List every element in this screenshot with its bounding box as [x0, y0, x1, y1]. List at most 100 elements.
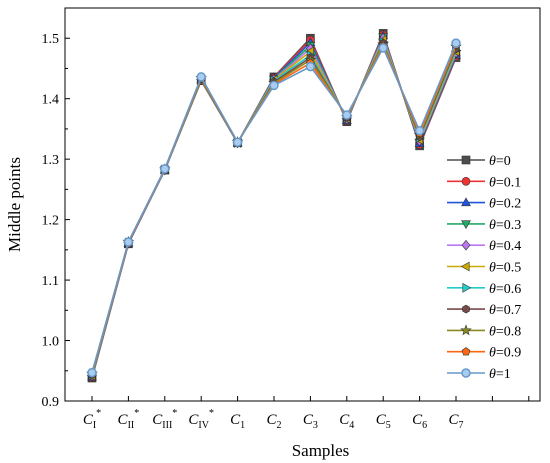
legend-value: =0.8: [496, 324, 521, 339]
legend-value: =0.9: [496, 346, 521, 361]
plot-border: [64, 7, 541, 402]
data-point: [342, 110, 352, 120]
data-point: [462, 282, 472, 293]
plot-frame: [64, 7, 541, 402]
x-tick-label-base: C: [83, 412, 94, 428]
x-tick-label-base: C: [376, 412, 387, 428]
legend-entry: θ=0.5: [447, 261, 521, 276]
x-tick-label-subscript: III: [162, 420, 172, 431]
x-tick-label-subscript: IV: [198, 420, 209, 431]
x-tick-label-superscript: *: [96, 408, 101, 419]
x-tick-label-subscript: 2: [277, 420, 282, 431]
legend-label: θ=0.2: [489, 197, 521, 212]
legend-label: θ=0.4: [489, 239, 521, 254]
x-tick-label: CII*: [118, 408, 140, 431]
legend-symbol: θ: [489, 303, 496, 318]
data-point: [87, 367, 97, 378]
legend-entry: θ=0.4: [447, 239, 521, 254]
x-tick-label-subscript: I: [93, 420, 96, 431]
data-point: [305, 61, 316, 72]
data-point: [460, 261, 470, 272]
legend-symbol: θ: [489, 218, 496, 233]
data-point: [269, 80, 279, 91]
data-point: [160, 164, 170, 174]
x-tick-label-superscript: *: [134, 408, 139, 419]
legend-entry: θ=0.7: [447, 303, 521, 318]
y-tick-label: 0.9: [42, 395, 60, 410]
y-tick-label: 1.3: [42, 153, 60, 168]
x-tick-label-subscript: 3: [313, 420, 318, 431]
x-axis: CI* CII* CIII* CIV* C1 C2 C3 C4 C5 C6 C7: [83, 396, 530, 431]
y-tick-label: 1.4: [42, 93, 60, 108]
x-tick-label-base: C: [188, 412, 199, 428]
data-point: [461, 177, 471, 186]
legend-value: =0.3: [496, 218, 521, 233]
legend-value: =0: [496, 154, 511, 169]
legend-symbol: θ: [489, 324, 496, 339]
x-tick-label: C2: [266, 412, 281, 431]
x-tick-label: C5: [376, 412, 391, 431]
series-10: [87, 38, 461, 378]
data-point: [460, 324, 472, 336]
legend-label: θ=0.3: [489, 218, 521, 233]
x-tick-label-base: C: [339, 412, 350, 428]
x-tick-label: C6: [412, 412, 427, 431]
x-tick-label-subscript: II: [128, 420, 135, 431]
legend-label: θ=0.6: [489, 282, 521, 297]
data-point: [461, 368, 471, 378]
x-tick-label: C7: [448, 412, 463, 431]
x-tick-label: C4: [339, 412, 354, 431]
y-axis-title: Middle points: [5, 157, 24, 252]
legend-entry: θ=0.9: [447, 346, 521, 361]
legend-symbol: θ: [489, 261, 496, 276]
legend-label: θ=0: [489, 154, 511, 169]
x-tick-label-base: C: [118, 412, 129, 428]
x-tick-label-base: C: [412, 412, 423, 428]
data-point: [461, 197, 471, 207]
legend-symbol: θ: [489, 346, 496, 361]
legend-label: θ=0.5: [489, 261, 521, 276]
y-tick-label: 1.2: [42, 214, 60, 229]
legend-label: θ=1: [489, 367, 511, 382]
data-point: [414, 125, 425, 136]
x-tick-label: C3: [303, 412, 318, 431]
legend-symbol: θ: [489, 197, 496, 212]
legend-entry: θ=1: [447, 367, 511, 382]
legend: θ=0θ=0.1θ=0.2θ=0.3θ=0.4θ=0.5θ=0.6θ=0.7θ=…: [447, 154, 521, 382]
data-point: [461, 239, 471, 251]
x-tick-label-base: C: [152, 412, 163, 428]
data-point: [462, 304, 470, 314]
x-tick-label: CIV*: [188, 408, 214, 431]
legend-entry: θ=0.3: [447, 218, 521, 233]
data-point: [378, 43, 388, 53]
series-line: [91, 42, 457, 375]
legend-value: =0.7: [496, 303, 521, 318]
y-axis: 0.9 1.0 1.1 1.2 1.3 1.4 1.5: [42, 32, 70, 410]
legend-label: θ=0.1: [489, 175, 521, 190]
legend-value: =1: [496, 367, 511, 382]
x-tick-label-subscript: 6: [422, 420, 427, 431]
x-tick-label-superscript: *: [172, 408, 177, 419]
series-line: [91, 41, 457, 375]
legend-symbol: θ: [489, 282, 496, 297]
legend-value: =0.2: [496, 197, 521, 212]
y-tick-label: 1.1: [42, 274, 60, 289]
y-tick-label: 1.0: [42, 335, 60, 350]
x-tick-label-subscript: 1: [240, 420, 245, 431]
x-tick-label: CI*: [83, 408, 101, 431]
x-tick-label: CIII*: [152, 408, 177, 431]
legend-label: θ=0.9: [489, 346, 521, 361]
data-point: [461, 347, 471, 356]
legend-value: =0.4: [496, 239, 521, 254]
x-tick-label-subscript: 7: [459, 420, 464, 431]
legend-entry: θ=0: [447, 154, 511, 169]
legend-value: =0.6: [496, 282, 521, 297]
legend-symbol: θ: [489, 175, 496, 190]
series-layer: [86, 29, 462, 383]
x-tick-label: C1: [230, 412, 245, 431]
legend-value: =0.1: [496, 175, 521, 190]
data-point: [123, 237, 134, 247]
x-tick-label-superscript: *: [209, 408, 214, 419]
data-point: [451, 38, 461, 48]
